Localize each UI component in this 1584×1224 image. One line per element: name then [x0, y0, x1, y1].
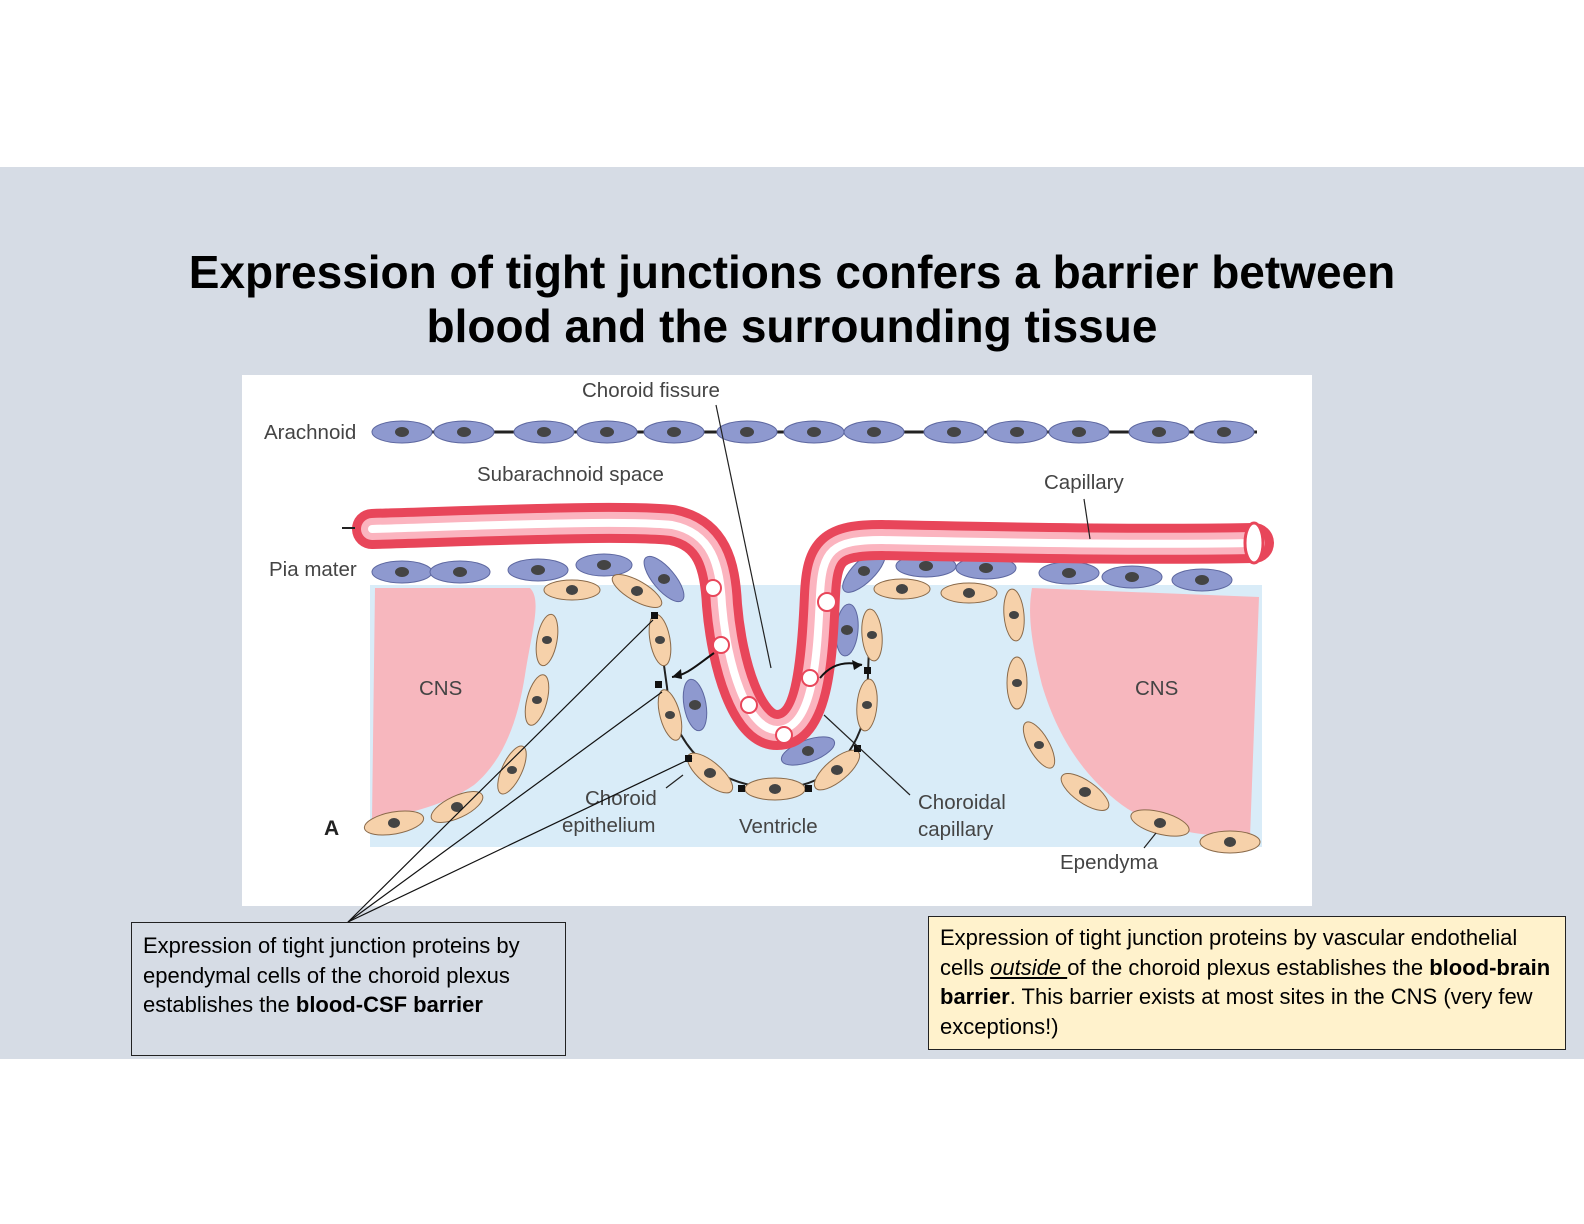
label-choroid-epithelium-2: epithelium — [562, 814, 655, 837]
label-cns-left: CNS — [419, 677, 462, 700]
callout-left-text: Expression of tight junction proteins by… — [143, 933, 520, 1017]
choroid-plexus-figure: Choroid fissure Arachnoid Subarachnoid s… — [242, 375, 1312, 906]
label-choroid-epithelium-1: Choroid — [585, 787, 657, 810]
label-panel-letter: A — [324, 817, 339, 840]
choroid-fissure-leader — [715, 404, 772, 669]
callout-right-text-3: . This barrier exists at most sites in t… — [940, 984, 1533, 1039]
label-subarachnoid-space: Subarachnoid space — [477, 463, 664, 486]
callout-left-bold: blood-CSF barrier — [295, 992, 483, 1017]
fenestration-circles — [704, 579, 837, 744]
callout-right-text-2: of the choroid plexus establishes the — [1067, 954, 1430, 980]
vessel-cut-end — [1243, 521, 1265, 565]
arachnoid-cells — [371, 420, 1255, 444]
label-capillary: Capillary — [1044, 471, 1124, 494]
slide-title-line-1: Expression of tight junctions confers a … — [188, 246, 1396, 298]
arrow-left-head — [672, 669, 682, 679]
callout-right-text-1: Expression of tight junction proteins by… — [940, 925, 1518, 980]
label-choroidal-capillary-1: Choroidal — [918, 791, 1006, 814]
callout-blood-csf-barrier: Expression of tight junction proteins by… — [131, 922, 566, 1056]
cns-right-tissue — [1030, 588, 1259, 837]
label-choroid-fissure: Choroid fissure — [582, 379, 720, 402]
ependyma-leader — [1143, 832, 1157, 849]
pia-mater-cells — [371, 549, 1233, 766]
choroid-plexus-diagram: Choroid fissure Arachnoid Subarachnoid s… — [264, 379, 1274, 874]
label-ventricle: Ventricle — [739, 815, 818, 838]
callout-blood-brain-barrier: Expression of tight junction proteins by… — [928, 916, 1566, 1050]
slide-title: Expression of tight junctions confers a … — [40, 245, 1544, 353]
label-ependyma: Ependyma — [1060, 851, 1159, 874]
choroidal-capillary-leader — [823, 714, 911, 796]
label-arachnoid: Arachnoid — [264, 421, 356, 444]
slide-title-line-2: blood and the surrounding tissue — [426, 300, 1158, 352]
callout-right-bold: blood-brain barrier — [940, 954, 1551, 1010]
arrow-right-head — [852, 660, 862, 670]
label-cns-right: CNS — [1135, 677, 1178, 700]
callout-right-underlined: outside — [990, 954, 1068, 980]
label-choroidal-capillary-2: capillary — [918, 818, 994, 841]
label-pia-mater: Pia mater — [269, 558, 357, 581]
capillary-leader — [1083, 498, 1091, 540]
